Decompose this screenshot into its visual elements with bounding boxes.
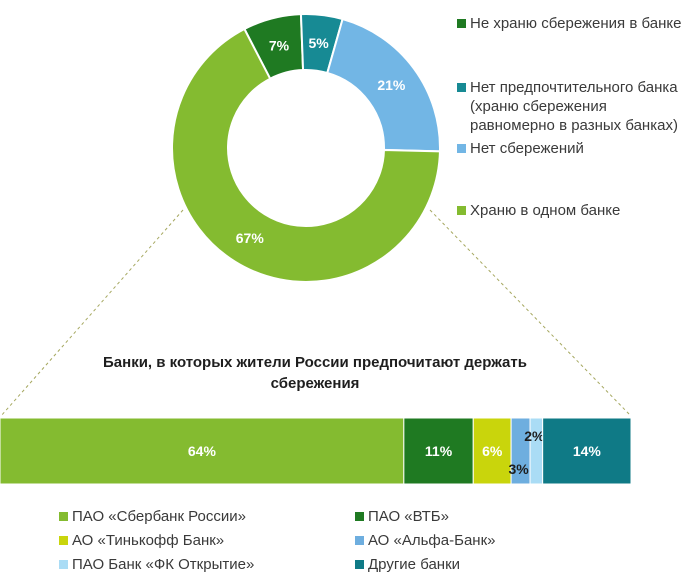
donut-slice-label-0: 7% — [269, 37, 290, 53]
legend-label: ПАО «Сбербанк России» — [72, 508, 246, 525]
donut-legend-item-one-bank: Храню в одном банке — [457, 201, 620, 220]
legend-swatch — [457, 83, 466, 92]
bar-legend-item-otkritie: ПАО Банк «ФК Открытие» — [59, 555, 254, 574]
legend-label: АО «Тинькофф Банк» — [72, 532, 225, 549]
bar-legend-item-alfa: АО «Альфа-Банк» — [355, 531, 495, 550]
bar-segment-label-5: 14% — [573, 443, 602, 459]
donut-slice-label-2: 21% — [377, 77, 406, 93]
donut-slice-3 — [171, 27, 441, 283]
bar-segment-2 — [472, 417, 512, 485]
legend-swatch — [355, 512, 364, 521]
legend-label: Другие банки — [368, 556, 461, 573]
bar-legend-item-vtb: ПАО «ВТБ» — [355, 507, 449, 526]
bar-segment-label-0: 64% — [188, 443, 217, 459]
donut-slice-2 — [326, 17, 441, 153]
connector-line-left — [0, 209, 184, 417]
legend-swatch — [59, 536, 68, 545]
legend-label: ПАО Банк «ФК Открытие» — [72, 556, 255, 573]
legend-swatch — [457, 206, 466, 215]
legend-swatch — [457, 144, 466, 153]
donut-slice-label-3: 67% — [236, 230, 265, 246]
legend-swatch — [59, 560, 68, 569]
bar-chart-title-text: Банки, в которых жители России предпочит… — [103, 354, 527, 392]
legend-swatch — [355, 536, 364, 545]
bar-segment-label-3: 3% — [508, 461, 529, 477]
bar-chart-title: Банки, в которых жители России предпочит… — [0, 352, 630, 394]
bar-legend-item-tinkoff: АО «Тинькофф Банк» — [59, 531, 224, 550]
bar-segment-label-2: 6% — [482, 443, 503, 459]
donut-legend-item-no-savings-in-bank: Не храню сбережения в банке — [457, 14, 681, 33]
bar-segment-label-1: 11% — [425, 443, 453, 459]
bar-legend-item-sberbank: ПАО «Сбербанк России» — [59, 507, 246, 526]
donut-slice-label-1: 5% — [309, 35, 330, 51]
bar-segment-1 — [403, 417, 474, 485]
legend-swatch — [355, 560, 364, 569]
bar-segment-0 — [0, 417, 405, 485]
legend-label: Не храню сбережения в банке — [470, 15, 682, 32]
legend-label: АО «Альфа-Банк» — [368, 532, 496, 549]
zoom-connector-lines — [0, 209, 632, 417]
donut-legend-item-no-preferred-bank: Нет предпочтительного банка (храню сбере… — [457, 78, 678, 135]
bar-legend-item-other-banks: Другие банки — [355, 555, 460, 574]
legend-swatch — [457, 19, 466, 28]
bar-segment-label-4: 2% — [524, 428, 545, 444]
donut-chart: 7% 5% 21% 67% — [171, 13, 441, 283]
legend-label: Храню в одном банке — [470, 202, 621, 219]
legend-label: Нет предпочтительного банка (храню сбере… — [470, 79, 678, 134]
donut-legend-item-no-savings: Нет сбережений — [457, 139, 584, 158]
legend-label: Нет сбережений — [470, 140, 584, 157]
bar-segment-5 — [542, 417, 632, 485]
legend-label: ПАО «ВТБ» — [368, 508, 449, 525]
legend-swatch — [59, 512, 68, 521]
stacked-bar-chart: 64% 11% 6% 3% 2% 14% — [0, 417, 632, 485]
